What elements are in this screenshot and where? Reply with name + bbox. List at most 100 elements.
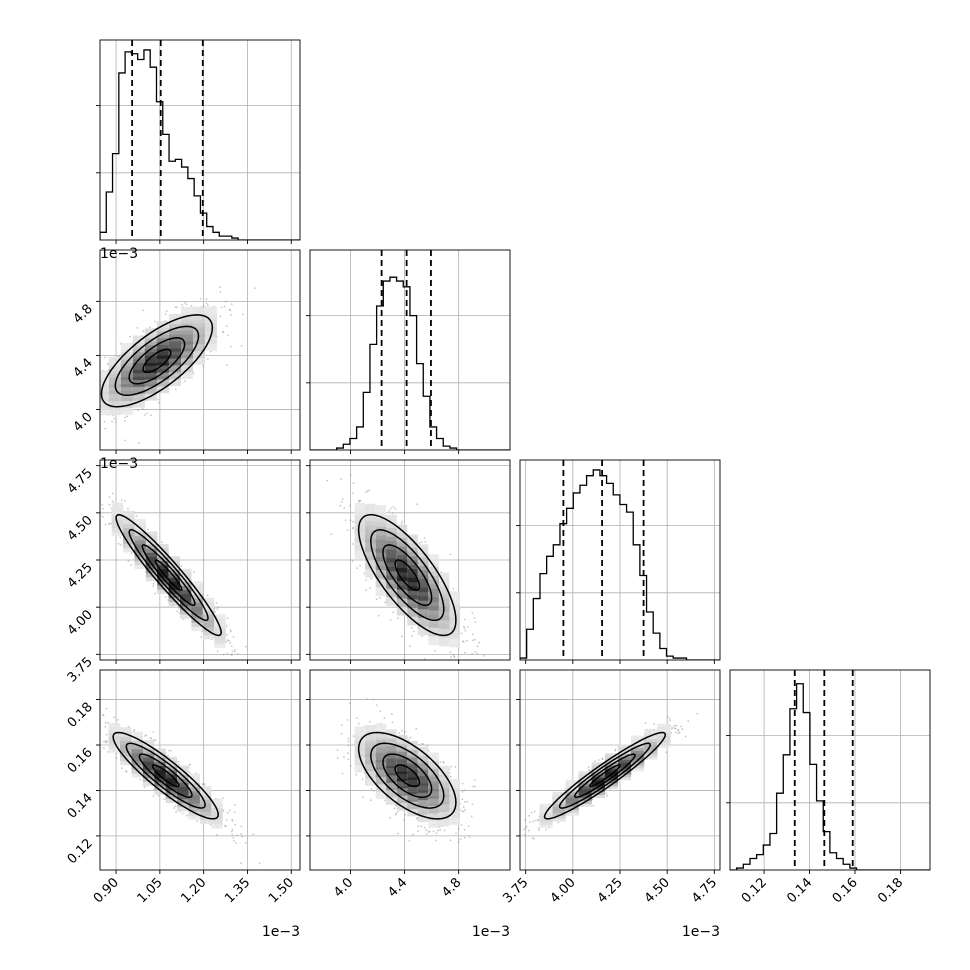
sample-point <box>113 417 116 420</box>
density-cell <box>417 553 429 567</box>
sample-point <box>242 313 245 316</box>
sample-point <box>397 617 399 620</box>
contour-line <box>589 764 621 788</box>
density-cell <box>169 327 181 338</box>
x-tick-label: 4.25 <box>595 875 626 906</box>
density-cell <box>375 583 387 597</box>
sample-point <box>352 527 354 530</box>
sample-point <box>66 409 68 411</box>
sample-point <box>129 335 132 338</box>
y-tick-label: 0.16 <box>65 745 96 776</box>
contour-line <box>370 529 445 622</box>
y-tick-label: 0.14 <box>65 791 96 822</box>
sample-point <box>483 655 485 657</box>
sample-point <box>196 820 199 823</box>
sample-point <box>178 606 180 608</box>
sample-point <box>390 507 392 510</box>
sample-point <box>104 427 107 430</box>
histogram-panel-0 <box>96 39 301 244</box>
sample-point <box>86 447 88 449</box>
density-cell <box>428 632 439 646</box>
sample-point <box>180 565 183 568</box>
density-cell <box>407 762 418 773</box>
sample-point <box>103 420 106 423</box>
density-cell <box>134 519 146 533</box>
density-cell <box>428 554 439 568</box>
density-cell <box>365 747 376 757</box>
density-cell <box>181 369 193 379</box>
sample-point <box>356 717 358 719</box>
sample-point <box>352 444 354 446</box>
sample-point <box>470 815 473 818</box>
density-cell <box>396 749 408 760</box>
sample-point <box>103 740 105 743</box>
sample-point <box>66 410 68 412</box>
sample-point <box>365 589 368 592</box>
sample-point <box>202 365 205 368</box>
sample-point <box>174 388 177 391</box>
density-cell <box>396 585 408 599</box>
density-cell <box>565 780 579 790</box>
density-cell <box>375 574 387 588</box>
sample-point <box>538 828 540 831</box>
density-cell <box>375 760 387 770</box>
sample-point <box>97 501 99 503</box>
sample-point <box>352 482 355 484</box>
density-cell <box>193 354 205 365</box>
sample-point <box>93 714 95 716</box>
sample-point <box>356 567 358 569</box>
sample-point <box>466 800 469 803</box>
sample-point <box>96 389 98 391</box>
density-cell <box>539 803 553 814</box>
density-cell <box>120 384 133 395</box>
density-cell <box>449 617 460 631</box>
contour-line <box>142 348 172 374</box>
density-cell <box>375 539 387 553</box>
sample-point <box>102 713 104 716</box>
sample-point <box>204 783 206 786</box>
sample-point <box>222 653 225 656</box>
sample-point <box>164 596 167 598</box>
sample-point <box>416 818 418 821</box>
contour-line <box>125 742 206 809</box>
sample-point <box>364 491 367 493</box>
sample-point <box>175 811 178 813</box>
sample-point <box>463 627 466 629</box>
density-cell <box>131 731 143 741</box>
density-cell <box>449 815 460 825</box>
x-tick-label: 4.0 <box>331 875 356 900</box>
axes-frame <box>99 39 301 241</box>
sample-point <box>439 829 442 831</box>
sample-point <box>127 560 130 562</box>
x-tick-label: 4.00 <box>548 875 579 906</box>
density-cell <box>438 765 450 775</box>
sample-point <box>461 782 464 785</box>
density-cell <box>365 529 376 543</box>
sample-point <box>152 585 155 587</box>
sample-point <box>104 523 107 526</box>
joint-panel-0-1: 4.0 4.4 4.8 <box>66 249 301 454</box>
sample-point <box>157 794 160 797</box>
sample-point <box>149 326 151 329</box>
density-cell <box>438 809 450 820</box>
density-cell <box>417 776 429 786</box>
sample-point <box>472 785 475 788</box>
density-cell <box>396 771 408 782</box>
density-cell <box>428 796 439 806</box>
sample-point <box>524 819 526 822</box>
contour-line <box>573 753 636 799</box>
density-cell <box>438 773 450 783</box>
density-cell <box>354 755 366 766</box>
sample-point <box>462 806 465 808</box>
sample-point <box>144 735 146 737</box>
density-cell <box>386 758 397 768</box>
sample-point <box>343 506 346 509</box>
sample-point <box>349 504 351 507</box>
sample-point <box>439 761 442 764</box>
sample-point <box>452 653 454 656</box>
sample-point <box>425 829 428 832</box>
sample-point <box>205 302 208 305</box>
sample-point <box>468 689 470 691</box>
x-offset-label: 1e−3 <box>472 924 510 940</box>
sample-point <box>365 579 367 582</box>
